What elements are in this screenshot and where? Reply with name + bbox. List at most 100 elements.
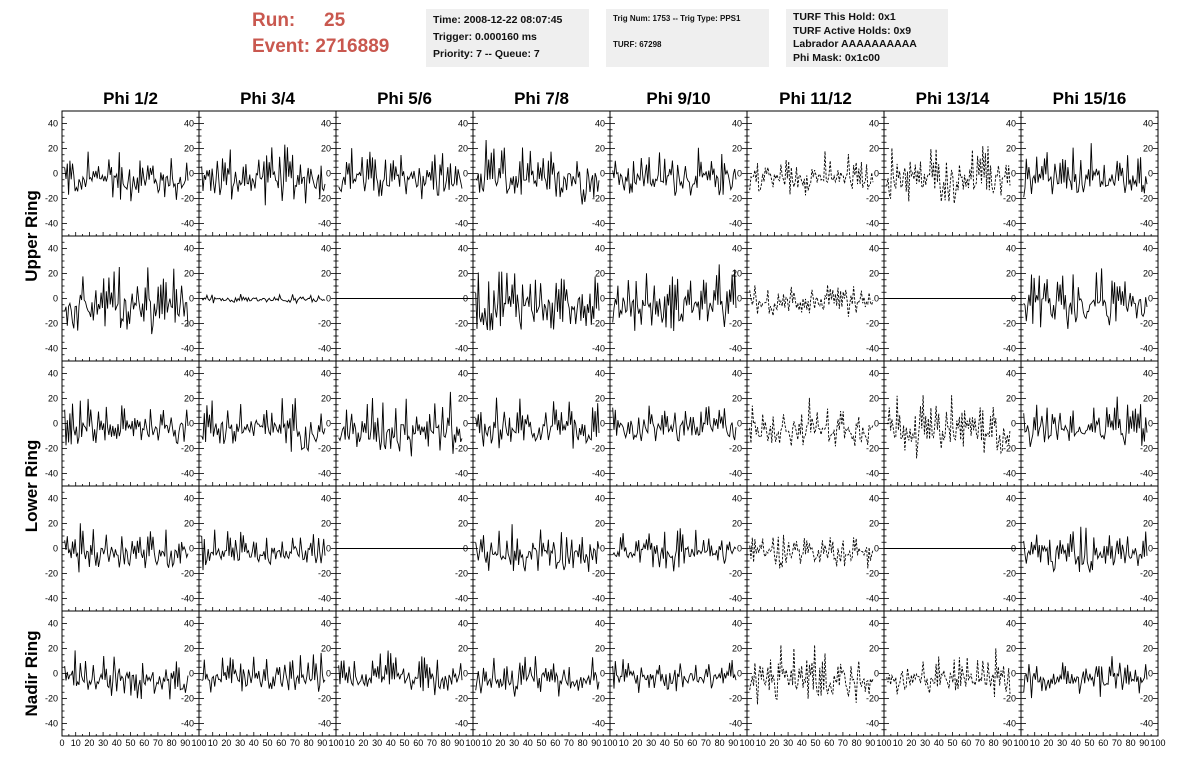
y-tick-label: 40 [184,619,194,629]
x-tick-label: 60 [413,738,423,748]
x-tick-label: 50 [399,738,409,748]
x-tick-label: 100 [876,738,891,748]
y-tick-label: -40 [1003,344,1016,354]
y-tick-label: 20 [1143,519,1153,529]
y-tick-label: -20 [866,444,879,454]
priority-text: Priority: 7 -- Queue: 7 [433,48,540,60]
turf-info-box: TURF This Hold: 0x1 TURF Active Holds: 0… [786,9,948,67]
y-tick-label: -40 [1003,219,1016,229]
y-tick-label: 20 [184,644,194,654]
y-tick-label: 40 [458,369,468,379]
y-tick-label: -40 [866,719,879,729]
x-tick-label: 80 [989,738,999,748]
y-tick-label: -20 [866,194,879,204]
x-tick-label: 40 [660,738,670,748]
waveform-trace [475,397,600,449]
event-label: Event: [252,36,311,57]
x-tick-label: 90 [1139,738,1149,748]
waveform-trace [64,398,189,446]
y-tick-label: -20 [1003,194,1016,204]
y-tick-label: 0 [53,294,58,304]
y-tick-label: -40 [455,719,468,729]
waveform-trace [612,147,737,196]
waveform-trace [886,146,1011,204]
y-tick-label: -40 [181,344,194,354]
y-tick-label: 20 [869,144,879,154]
y-tick-label: 20 [732,394,742,404]
y-tick-label: -20 [729,694,742,704]
y-tick-label: -40 [455,344,468,354]
y-tick-label: 20 [869,394,879,404]
x-tick-label: 40 [1071,738,1081,748]
waveform-trace [201,398,326,453]
y-tick-label: 0 [874,169,879,179]
y-tick-label: -40 [866,469,879,479]
y-tick-label: 0 [737,294,742,304]
column-title: Phi 5/6 [377,89,432,108]
phi-mask-text: Phi Mask: 0x1c00 [793,51,880,64]
y-tick-label: 20 [1143,269,1153,279]
y-tick-label: -40 [455,469,468,479]
y-tick-label: 20 [184,519,194,529]
waveform-trace [201,652,326,693]
x-tick-label: 50 [810,738,820,748]
y-tick-label: 20 [1006,519,1016,529]
y-tick-label: 20 [321,394,331,404]
y-tick-label: 40 [458,494,468,504]
y-tick-label: -40 [181,469,194,479]
y-tick-label: 0 [189,294,194,304]
x-tick-label: 10 [208,738,218,748]
x-tick-label: 50 [536,738,546,748]
panel-frame [61,110,200,237]
waveform-trace [201,144,326,206]
y-tick-label: -40 [1140,344,1153,354]
y-tick-label: 40 [321,369,331,379]
y-tick-label: -20 [45,694,58,704]
panel-frame [746,360,885,487]
y-tick-label: -20 [1140,319,1153,329]
y-tick-label: 0 [1011,669,1016,679]
column-title: Phi 11/12 [779,89,852,108]
y-tick-label: 20 [595,644,605,654]
y-tick-label: -20 [181,694,194,704]
y-tick-label: -40 [181,719,194,729]
x-tick-label: 30 [509,738,519,748]
y-tick-label: 40 [184,369,194,379]
waveform-trace [475,139,600,205]
y-tick-label: 0 [874,294,879,304]
x-tick-label: 30 [98,738,108,748]
x-tick-label: 50 [262,738,272,748]
x-tick-label: 10 [482,738,492,748]
y-tick-label: 0 [600,544,605,554]
y-tick-label: 40 [321,244,331,254]
y-tick-label: 0 [737,419,742,429]
waveform-trace [475,524,600,572]
y-tick-label: -20 [181,444,194,454]
y-tick-label: -20 [1140,444,1153,454]
x-tick-label: 30 [372,738,382,748]
y-tick-label: 40 [1006,619,1016,629]
y-tick-label: -20 [181,569,194,579]
y-tick-label: -20 [455,569,468,579]
y-tick-label: 0 [600,669,605,679]
waveform-trace [338,148,463,200]
y-tick-label: 0 [463,419,468,429]
x-tick-label: 90 [1002,738,1012,748]
x-tick-label: 90 [591,738,601,748]
y-tick-label: 20 [321,269,331,279]
y-tick-label: -20 [455,444,468,454]
y-tick-label: 40 [732,244,742,254]
time-text: Time: 2008-12-22 08:07:45 [433,14,563,26]
row-title: Nadir Ring [22,631,41,717]
y-tick-label: -40 [1003,719,1016,729]
x-tick-label: 70 [701,738,711,748]
y-tick-label: -20 [592,194,605,204]
y-tick-label: 40 [732,119,742,129]
y-tick-label: -20 [1140,194,1153,204]
y-tick-label: 40 [321,619,331,629]
y-tick-label: -20 [729,194,742,204]
y-tick-label: 40 [458,619,468,629]
y-tick-label: -40 [1003,469,1016,479]
time-info-box: Time: 2008-12-22 08:07:45 Trigger: 0.000… [426,9,589,67]
y-tick-label: -20 [866,319,879,329]
